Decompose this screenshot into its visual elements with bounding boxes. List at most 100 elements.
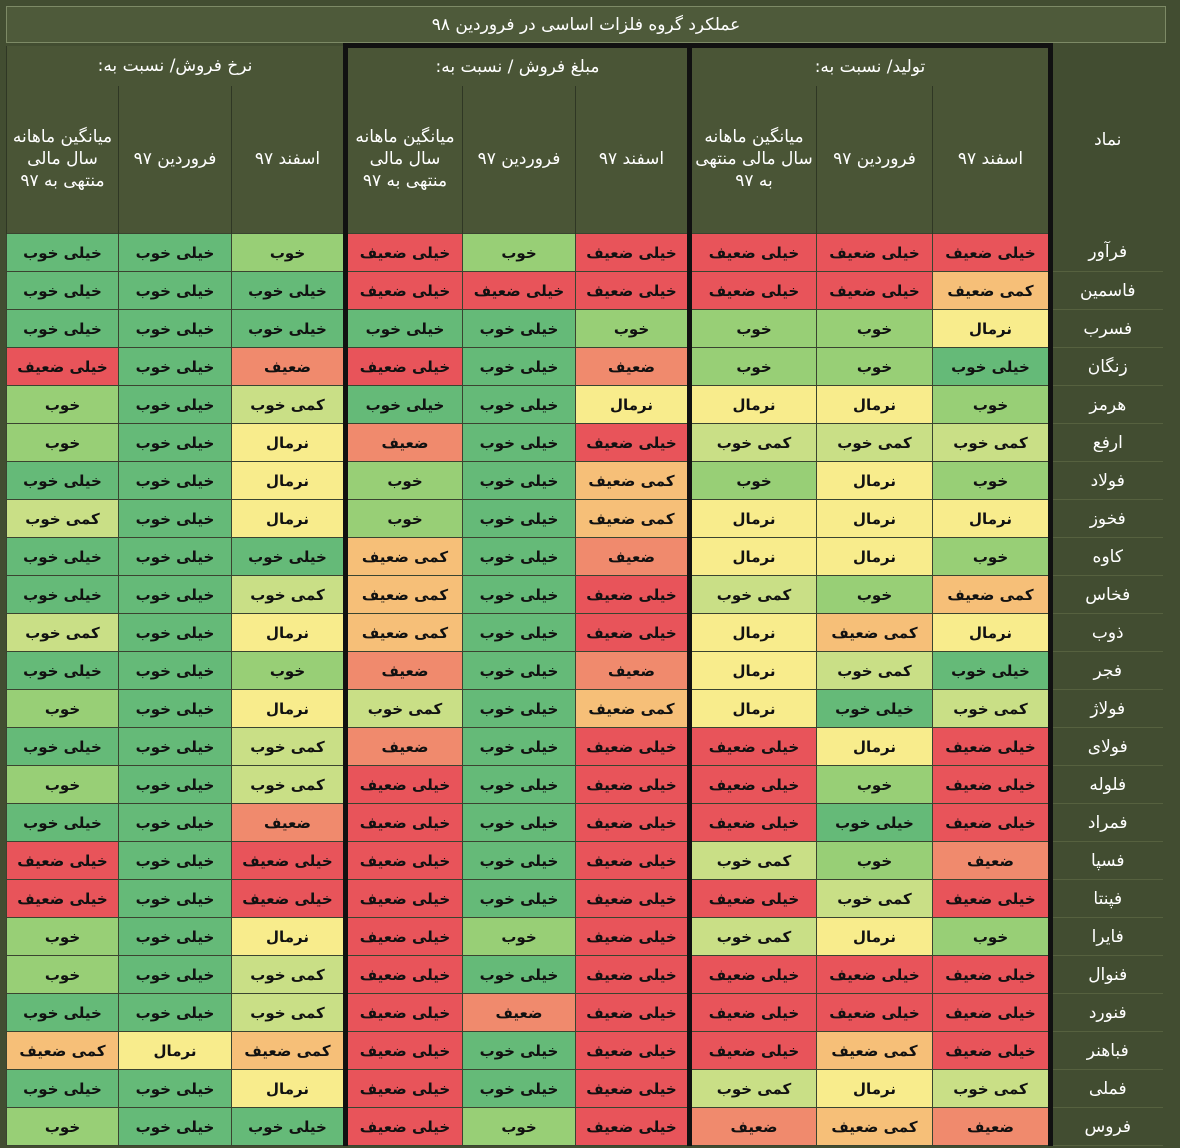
- group-header-sales-amount: مبلغ فروش / نسبت به:: [343, 43, 690, 86]
- symbol-cell: فولای: [1050, 727, 1163, 766]
- rating-cell: خیلی خوب: [6, 651, 119, 690]
- rating-cell: نرمال: [687, 613, 817, 652]
- rating-cell: خیلی ضعیف: [575, 271, 690, 310]
- rating-cell: خیلی خوب: [6, 271, 119, 310]
- rating-cell: ضعیف: [932, 841, 1053, 880]
- table-row: ارفع کمی خوب کمی خوب کمی خوب خیلی ضعیف خیلی خ…: [6, 423, 1163, 462]
- rating-cell: نرمال: [231, 613, 346, 652]
- rating-cell: خیلی ضعیف: [816, 233, 933, 272]
- rating-cell: خیلی خوب: [6, 727, 119, 766]
- rating-cell: کمی ضعیف: [343, 537, 463, 576]
- rating-cell: نرمال: [687, 689, 817, 728]
- rating-cell: خیلی ضعیف: [575, 1107, 690, 1146]
- rating-cell: خیلی ضعیف: [687, 955, 817, 994]
- rating-cell: خیلی خوب: [462, 309, 576, 348]
- rating-cell: خیلی ضعیف: [575, 613, 690, 652]
- rating-cell: نرمال: [816, 1069, 933, 1108]
- rating-cell: خیلی خوب: [118, 765, 232, 804]
- rating-cell: خیلی خوب: [118, 1069, 232, 1108]
- rating-cell: کمی خوب: [687, 1069, 817, 1108]
- rating-cell: خیلی خوب: [462, 765, 576, 804]
- rating-cell: خیلی ضعیف: [932, 803, 1053, 842]
- rating-cell: خیلی خوب: [462, 537, 576, 576]
- rating-cell: خوب: [687, 347, 817, 386]
- rating-cell: نرمال: [231, 689, 346, 728]
- symbol-cell: فملی: [1050, 1069, 1163, 1108]
- rating-cell: خیلی خوب: [231, 271, 346, 310]
- rating-cell: خیلی ضعیف: [575, 233, 690, 272]
- rating-cell: کمی ضعیف: [343, 613, 463, 652]
- rating-cell: خیلی ضعیف: [343, 1069, 463, 1108]
- rating-cell: خوب: [932, 537, 1053, 576]
- rating-cell: خیلی خوب: [118, 955, 232, 994]
- rating-cell: کمی ضعیف: [816, 613, 933, 652]
- rating-cell: نرمال: [932, 613, 1053, 652]
- rating-cell: ضعیف: [687, 1107, 817, 1146]
- rating-cell: خوب: [6, 385, 119, 424]
- rating-cell: کمی خوب: [231, 727, 346, 766]
- rating-cell: خیلی خوب: [118, 537, 232, 576]
- rating-cell: خیلی خوب: [118, 1107, 232, 1146]
- rating-cell: خیلی خوب: [462, 689, 576, 728]
- rating-cell: خیلی ضعیف: [932, 233, 1053, 272]
- rating-cell: خیلی خوب: [118, 613, 232, 652]
- rating-cell: کمی خوب: [932, 1069, 1053, 1108]
- rating-cell: ضعیف: [575, 537, 690, 576]
- rating-cell: کمی خوب: [816, 651, 933, 690]
- rating-cell: خیلی ضعیف: [816, 271, 933, 310]
- table-row: فولاد خوب نرمال خوب کمی ضعیف خیلی خوب خوب نرمال…: [6, 461, 1163, 500]
- table-title: عملکرد گروه فلزات اساسی در فروردین ۹۸: [6, 6, 1166, 43]
- table-body: فرآور خیلی ضعیف خیلی ضعیف خیلی ضعیف خیلی ضعی…: [6, 233, 1163, 1146]
- rating-cell: خیلی خوب: [6, 575, 119, 614]
- rating-cell: کمی ضعیف: [6, 1031, 119, 1070]
- rating-cell: نرمال: [816, 537, 933, 576]
- rating-cell: خیلی ضعیف: [687, 1031, 817, 1070]
- rating-cell: خوب: [462, 917, 576, 956]
- rating-cell: کمی ضعیف: [816, 1107, 933, 1146]
- table-row: کاوه خوب نرمال نرمال ضعیف خیلی خوب کمی ضعیف خیل…: [6, 537, 1163, 576]
- subheader-monthly-average: میانگین ماهانه سال مالی منتهی به ۹۷: [343, 85, 463, 234]
- rating-cell: خیلی خوب: [462, 575, 576, 614]
- rating-cell: خیلی خوب: [6, 803, 119, 842]
- rating-cell: خیلی ضعیف: [932, 765, 1053, 804]
- rating-cell: خیلی خوب: [343, 309, 463, 348]
- rating-cell: خیلی ضعیف: [343, 993, 463, 1032]
- rating-cell: خیلی ضعیف: [575, 1069, 690, 1108]
- rating-cell: خوب: [6, 917, 119, 956]
- rating-cell: خوب: [6, 765, 119, 804]
- rating-cell: خیلی ضعیف: [462, 271, 576, 310]
- rating-cell: کمی ضعیف: [231, 1031, 346, 1070]
- rating-cell: کمی ضعیف: [575, 689, 690, 728]
- rating-cell: خوب: [932, 461, 1053, 500]
- rating-cell: کمی ضعیف: [575, 499, 690, 538]
- rating-cell: خیلی خوب: [462, 461, 576, 500]
- rating-cell: خیلی خوب: [118, 689, 232, 728]
- table-row: فمراد خیلی ضعیف خیلی خوب خیلی ضعیف خیلی ضعیف…: [6, 803, 1163, 842]
- rating-cell: کمی خوب: [932, 423, 1053, 462]
- rating-cell: خیلی خوب: [231, 1107, 346, 1146]
- rating-cell: خیلی ضعیف: [687, 765, 817, 804]
- rating-cell: خیلی ضعیف: [231, 841, 346, 880]
- rating-cell: خیلی ضعیف: [575, 423, 690, 462]
- rating-cell: خیلی ضعیف: [343, 1031, 463, 1070]
- rating-cell: خیلی خوب: [118, 423, 232, 462]
- table-row: فاسمین کمی ضعیف خیلی ضعیف خیلی ضعیف خیلی ضعی…: [6, 271, 1163, 310]
- rating-cell: خیلی ضعیف: [343, 765, 463, 804]
- rating-cell: خیلی ضعیف: [932, 955, 1053, 994]
- rating-cell: خیلی خوب: [462, 1069, 576, 1108]
- rating-cell: خیلی ضعیف: [343, 347, 463, 386]
- rating-cell: خیلی ضعیف: [575, 575, 690, 614]
- rating-cell: خوب: [231, 233, 346, 272]
- rating-cell: خیلی خوب: [118, 233, 232, 272]
- rating-cell: خیلی ضعیف: [6, 347, 119, 386]
- rating-cell: کمی خوب: [6, 499, 119, 538]
- rating-cell: نرمال: [687, 537, 817, 576]
- rating-cell: نرمال: [231, 917, 346, 956]
- rating-cell: خیلی ضعیف: [932, 993, 1053, 1032]
- rating-cell: نرمال: [816, 727, 933, 766]
- rating-cell: خیلی خوب: [118, 347, 232, 386]
- rating-cell: خیلی خوب: [6, 1069, 119, 1108]
- rating-cell: خیلی خوب: [6, 537, 119, 576]
- rating-cell: خوب: [687, 309, 817, 348]
- group-header-production: تولید/ نسبت به:: [687, 43, 1053, 86]
